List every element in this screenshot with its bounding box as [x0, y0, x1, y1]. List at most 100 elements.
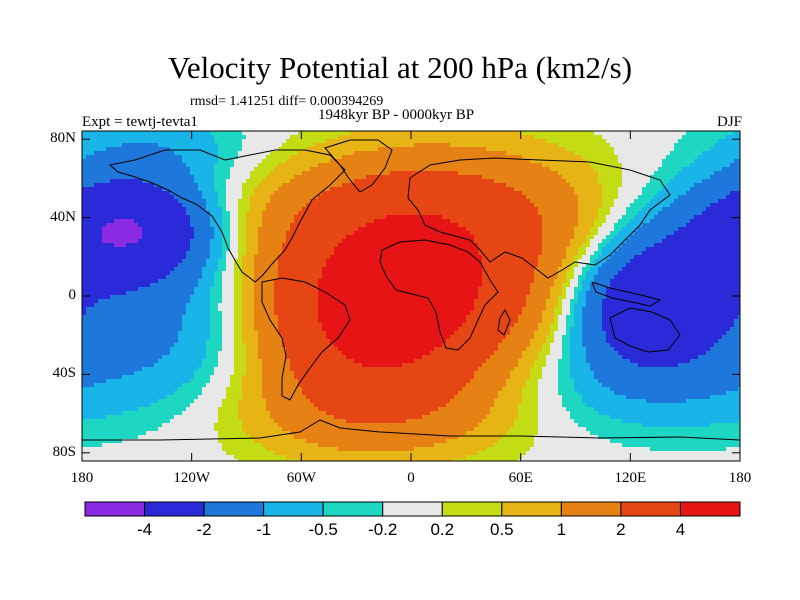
- field-cell: [314, 291, 319, 296]
- field-cell: [282, 287, 287, 292]
- field-cell: [270, 287, 275, 292]
- field-cell: [150, 235, 155, 240]
- field-cell: [298, 427, 303, 432]
- field-cell: [158, 307, 163, 312]
- field-cell: [254, 227, 259, 232]
- field-cell: [234, 303, 239, 308]
- field-cell: [114, 171, 119, 176]
- field-cell: [122, 315, 127, 320]
- field-cell: [262, 443, 267, 448]
- field-cell: [310, 415, 315, 420]
- field-cell: [306, 223, 311, 228]
- field-cell: [238, 347, 243, 352]
- field-cell: [90, 131, 95, 136]
- field-cell: [138, 275, 143, 280]
- field-cell: [218, 211, 223, 216]
- field-cell: [194, 307, 199, 312]
- field-cell: [114, 359, 119, 364]
- field-cell: [190, 159, 195, 164]
- field-cell: [182, 303, 187, 308]
- field-cell: [106, 155, 111, 160]
- field-cell: [262, 247, 267, 252]
- field-cell: [178, 175, 183, 180]
- field-cell: [90, 231, 95, 236]
- field-cell: [194, 359, 199, 364]
- field-cell: [234, 427, 239, 432]
- field-cell: [294, 275, 299, 280]
- field-cell: [242, 355, 247, 360]
- field-cell: [130, 271, 135, 276]
- field-cell: [82, 175, 87, 180]
- field-cell: [270, 295, 275, 300]
- field-cell: [258, 147, 263, 152]
- field-cell: [162, 163, 167, 168]
- field-cell: [98, 219, 103, 224]
- field-cell: [206, 215, 211, 220]
- field-cell: [270, 423, 275, 428]
- field-cell: [282, 447, 287, 452]
- field-cell: [258, 451, 263, 456]
- field-cell: [258, 271, 263, 276]
- field-cell: [174, 203, 179, 208]
- field-cell: [202, 435, 207, 440]
- field-cell: [234, 207, 239, 212]
- field-cell: [190, 231, 195, 236]
- field-cell: [138, 315, 143, 320]
- field-cell: [170, 219, 175, 224]
- field-cell: [86, 255, 91, 260]
- field-cell: [274, 251, 279, 256]
- field-cell: [318, 147, 323, 152]
- field-cell: [286, 163, 291, 168]
- field-cell: [290, 151, 295, 156]
- field-cell: [86, 263, 91, 268]
- field-cell: [122, 347, 127, 352]
- field-cell: [270, 307, 275, 312]
- field-cell: [230, 351, 235, 356]
- field-cell: [134, 335, 139, 340]
- field-cell: [222, 139, 227, 144]
- field-cell: [158, 147, 163, 152]
- field-cell: [194, 363, 199, 368]
- field-cell: [174, 223, 179, 228]
- field-cell: [234, 447, 239, 452]
- field-cell: [290, 335, 295, 340]
- field-cell: [170, 311, 175, 316]
- field-cell: [306, 303, 311, 308]
- field-cell: [166, 443, 171, 448]
- field-cell: [222, 391, 227, 396]
- field-cell: [226, 419, 231, 424]
- field-cell: [302, 223, 307, 228]
- field-cell: [318, 291, 323, 296]
- field-cell: [254, 175, 259, 180]
- field-cell: [186, 387, 191, 392]
- field-cell: [142, 419, 147, 424]
- field-cell: [190, 187, 195, 192]
- field-cell: [318, 227, 323, 232]
- field-cell: [122, 307, 127, 312]
- field-cell: [118, 355, 123, 360]
- field-cell: [186, 159, 191, 164]
- field-cell: [190, 223, 195, 228]
- field-cell: [162, 167, 167, 172]
- field-cell: [198, 247, 203, 252]
- field-cell: [98, 419, 103, 424]
- field-cell: [246, 227, 251, 232]
- field-cell: [210, 443, 215, 448]
- field-cell: [162, 175, 167, 180]
- field-cell: [126, 355, 131, 360]
- field-cell: [270, 411, 275, 416]
- field-cell: [250, 251, 255, 256]
- field-cell: [282, 379, 287, 384]
- field-cell: [98, 287, 103, 292]
- field-cell: [134, 235, 139, 240]
- field-cell: [254, 363, 259, 368]
- field-cell: [126, 283, 131, 288]
- field-cell: [162, 375, 167, 380]
- field-cell: [222, 315, 227, 320]
- field-cell: [110, 323, 115, 328]
- field-cell: [218, 191, 223, 196]
- field-cell: [266, 423, 271, 428]
- field-cell: [90, 455, 95, 460]
- field-cell: [282, 163, 287, 168]
- field-cell: [262, 207, 267, 212]
